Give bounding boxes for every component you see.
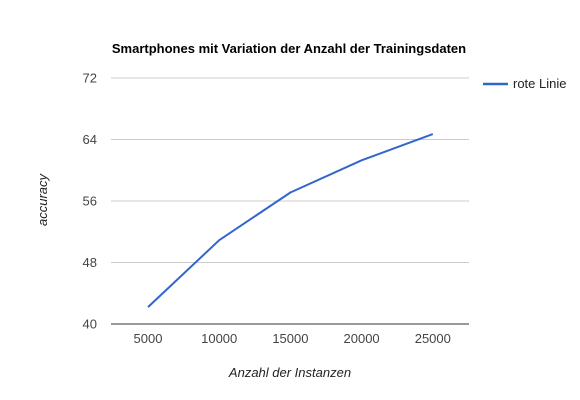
- x-tick-label: 25000: [415, 331, 451, 346]
- x-tick-label: 20000: [344, 331, 380, 346]
- x-tick-label: 5000: [134, 331, 163, 346]
- y-tick-label: 48: [83, 255, 97, 270]
- legend-label: rote Linie: [513, 76, 566, 91]
- x-axis-label: Anzahl der Instanzen: [228, 365, 351, 380]
- x-tick-label: 15000: [272, 331, 308, 346]
- y-axis-label: accuracy: [35, 172, 50, 226]
- x-axis-ticks: 5000 10000 15000 20000 25000: [134, 331, 451, 346]
- series-group: [147, 133, 434, 308]
- y-tick-label: 56: [83, 194, 97, 209]
- chart-title: Smartphones mit Variation der Anzahl der…: [112, 41, 466, 56]
- y-tick-label: 72: [83, 71, 97, 86]
- y-tick-label: 64: [83, 132, 97, 147]
- series-line: [147, 133, 434, 308]
- gridlines: [111, 77, 469, 325]
- y-tick-label: 40: [83, 317, 97, 332]
- x-tick-label: 10000: [201, 331, 237, 346]
- y-axis-ticks: 40 48 56 64 72: [83, 71, 97, 332]
- legend: rote Linie: [483, 76, 566, 91]
